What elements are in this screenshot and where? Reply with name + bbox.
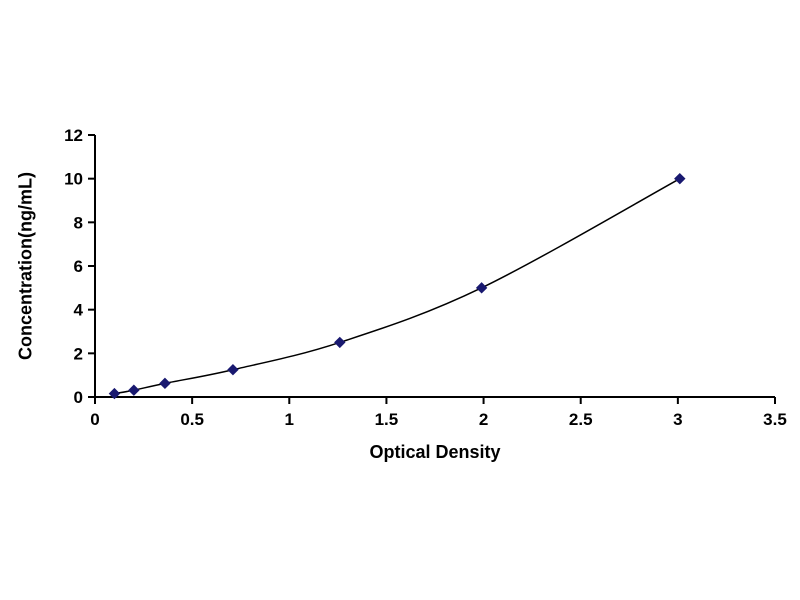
data-point-marker (159, 377, 171, 390)
y-tick-label: 8 (74, 213, 83, 232)
x-axis-title: Optical Density (369, 442, 501, 462)
data-point-marker (334, 336, 346, 349)
y-tick-label: 12 (64, 126, 83, 145)
y-tick-label: 6 (74, 257, 83, 276)
y-tick-label: 2 (74, 344, 83, 363)
series-line (114, 178, 681, 395)
x-tick-label: 0.5 (180, 410, 204, 429)
x-tick-label: 3.5 (763, 410, 787, 429)
data-point-marker (475, 282, 488, 294)
data-point-marker (108, 387, 121, 400)
y-axis-title: Concentration(ng/mL) (15, 172, 36, 360)
data-point-marker (674, 172, 686, 185)
x-tick-label: 2.5 (569, 410, 593, 429)
y-tick-label: 10 (64, 170, 83, 189)
y-tick-label: 4 (74, 301, 84, 320)
x-tick-label: 2 (479, 410, 488, 429)
x-tick-label: 1 (285, 410, 294, 429)
x-tick-label: 0 (90, 410, 99, 429)
data-point-marker (227, 364, 239, 376)
x-tick-label: 3 (673, 410, 682, 429)
x-tick-label: 1.5 (375, 410, 399, 429)
y-tick-label: 0 (74, 388, 83, 407)
data-point-marker (128, 384, 140, 396)
